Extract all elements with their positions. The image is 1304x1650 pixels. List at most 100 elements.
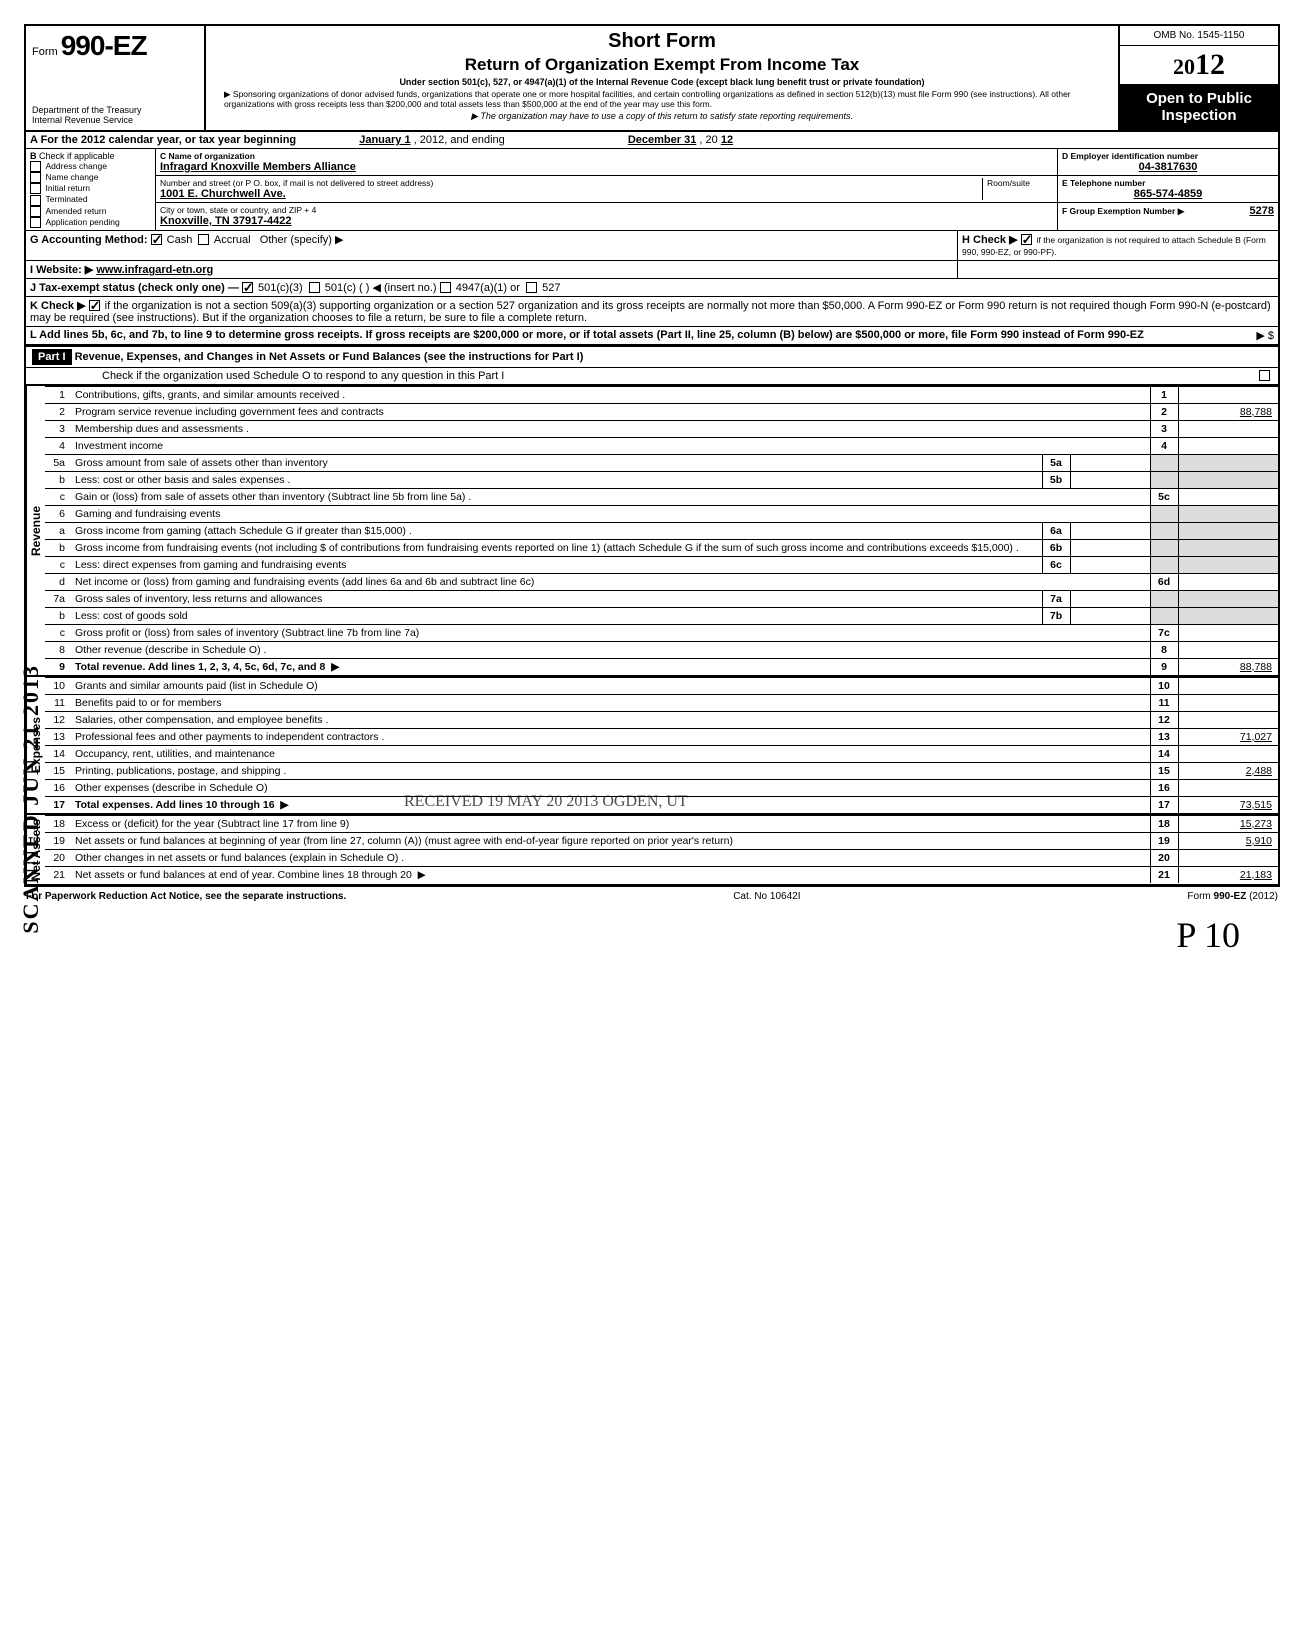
line-21-box: 21 (1150, 866, 1178, 883)
line-14-num: 14 (45, 745, 71, 762)
line-b-inner-num: 7b (1042, 607, 1070, 624)
year-suffix: 12 (1195, 48, 1225, 81)
line-8-box: 8 (1150, 641, 1178, 658)
line-2-box: 2 (1150, 403, 1178, 420)
j-501c-check[interactable] (309, 282, 320, 293)
line-d-box: 6d (1150, 573, 1178, 590)
line-2-text: Program service revenue including govern… (71, 403, 1150, 420)
phone: 865-574-4859 (1062, 188, 1274, 200)
j-501c3-check[interactable] (242, 282, 253, 293)
line-21-val: 21,183 (1178, 866, 1278, 883)
org-addr: 1001 E. Churchwell Ave. (160, 188, 978, 200)
line-b-box-shade (1150, 539, 1178, 556)
copy-note: The organization may have to use a copy … (216, 111, 1108, 122)
part1-check[interactable] (1259, 370, 1270, 381)
return-title: Return of Organization Exempt From Incom… (216, 55, 1108, 75)
b-opt-4: Amended return (46, 206, 107, 216)
line-b-val-shade (1178, 539, 1278, 556)
b-opt-1-check[interactable] (30, 172, 41, 183)
line-c-box: 7c (1150, 624, 1178, 641)
org-city: Knoxville, TN 37917-4422 (160, 215, 1053, 227)
website: www.infragard-etn.org (96, 264, 213, 276)
b-opt-5: Application pending (46, 217, 120, 227)
k-txt: if the organization is not a section 509… (30, 300, 1271, 324)
line-17-num: 17 (45, 796, 71, 813)
g-accrual-check[interactable] (198, 234, 209, 245)
line-4-text: Investment income (71, 437, 1150, 454)
form-990ez: Form 990-EZ Department of the Treasury I… (24, 24, 1280, 887)
line-20-text: Other changes in net assets or fund bala… (71, 849, 1150, 866)
line-5a-inner-num: 5a (1042, 454, 1070, 471)
j-527-check[interactable] (526, 282, 537, 293)
ein: 04-3817630 (1062, 161, 1274, 173)
line-20-val (1178, 849, 1278, 866)
line-11-box: 11 (1150, 694, 1178, 711)
received-stamp: RECEIVED 19 MAY 20 2013 OGDEN, UT (404, 792, 688, 813)
line-15-val: 2,488 (1178, 762, 1278, 779)
line-b-num: b (45, 607, 71, 624)
g-accrual: Accrual (214, 234, 251, 246)
line-20-box: 20 (1150, 849, 1178, 866)
line-9-box: 9 (1150, 658, 1178, 675)
line-b-val-shade (1178, 471, 1278, 488)
line-10-num: 10 (45, 677, 71, 694)
line-8-num: 8 (45, 641, 71, 658)
b-opt-4-check[interactable] (30, 206, 41, 217)
line-11-text: Benefits paid to or for members (71, 694, 1150, 711)
line-a-inner-num: 6a (1042, 522, 1070, 539)
line-10-val (1178, 677, 1278, 694)
line-c-inner-val (1070, 556, 1150, 573)
line-5a-box-shade (1150, 454, 1178, 471)
h-check[interactable] (1021, 234, 1032, 245)
b-opt-2-check[interactable] (30, 183, 41, 194)
line-c-box: 5c (1150, 488, 1178, 505)
line-6-num: 6 (45, 505, 71, 522)
form-prefix: Form (32, 46, 58, 58)
line-19-val: 5,910 (1178, 832, 1278, 849)
line-a-text: Gross income from gaming (attach Schedul… (71, 522, 1042, 539)
line-21-num: 21 (45, 866, 71, 883)
g-cash-check[interactable] (151, 234, 162, 245)
revenue-label: Revenue (26, 386, 45, 675)
j-4947-check[interactable] (440, 282, 451, 293)
line-15-num: 15 (45, 762, 71, 779)
j-insert: ) ◀ (insert no.) (366, 282, 437, 294)
d-lbl: D Employer identification number (1062, 151, 1274, 161)
line-13-val: 71,027 (1178, 728, 1278, 745)
line-a-yy: 12 (721, 134, 733, 146)
b-check-if: Check if applicable (39, 151, 115, 161)
line-b-inner-num: 5b (1042, 471, 1070, 488)
j-501c3: 501(c)(3) (258, 282, 303, 294)
line-5a-val-shade (1178, 454, 1278, 471)
line-12-box: 12 (1150, 711, 1178, 728)
line-18-num: 18 (45, 815, 71, 832)
line-10-box: 10 (1150, 677, 1178, 694)
i-lbl: I Website: ▶ (30, 264, 93, 276)
b-opt-5-check[interactable] (30, 217, 41, 228)
line-15-text: Printing, publications, postage, and shi… (71, 762, 1150, 779)
line-5a-inner-val (1070, 454, 1150, 471)
b-opt-0-check[interactable] (30, 161, 41, 172)
form-number: 990-EZ (61, 30, 147, 61)
b-opt-3-check[interactable] (30, 195, 41, 206)
room-suite-lbl: Room/suite (983, 178, 1053, 200)
line-9-num: 9 (45, 658, 71, 675)
line-19-text: Net assets or fund balances at beginning… (71, 832, 1150, 849)
line-7a-val-shade (1178, 590, 1278, 607)
line-b-text: Less: cost of goods sold (71, 607, 1042, 624)
k-check[interactable] (89, 300, 100, 311)
short-form-title: Short Form (216, 30, 1108, 53)
h-lbl: H Check ▶ (962, 234, 1018, 246)
line-c-num: c (45, 556, 71, 573)
e-lbl: E Telephone number (1062, 178, 1274, 188)
line-a-box-shade (1150, 522, 1178, 539)
b-opt-0: Address change (46, 161, 107, 171)
sponsor-note: Sponsoring organizations of donor advise… (216, 87, 1108, 111)
line-7a-box-shade (1150, 590, 1178, 607)
footer-right: Form 990-EZ (2012) (1187, 891, 1278, 902)
line-3-text: Membership dues and assessments . (71, 420, 1150, 437)
c-addr-lbl: Number and street (or P O. box, if mail … (160, 178, 978, 188)
f-lbl: F Group Exemption Number ▶ (1062, 206, 1184, 216)
line-14-box: 14 (1150, 745, 1178, 762)
under-section: Under section 501(c), 527, or 4947(a)(1)… (216, 77, 1108, 87)
